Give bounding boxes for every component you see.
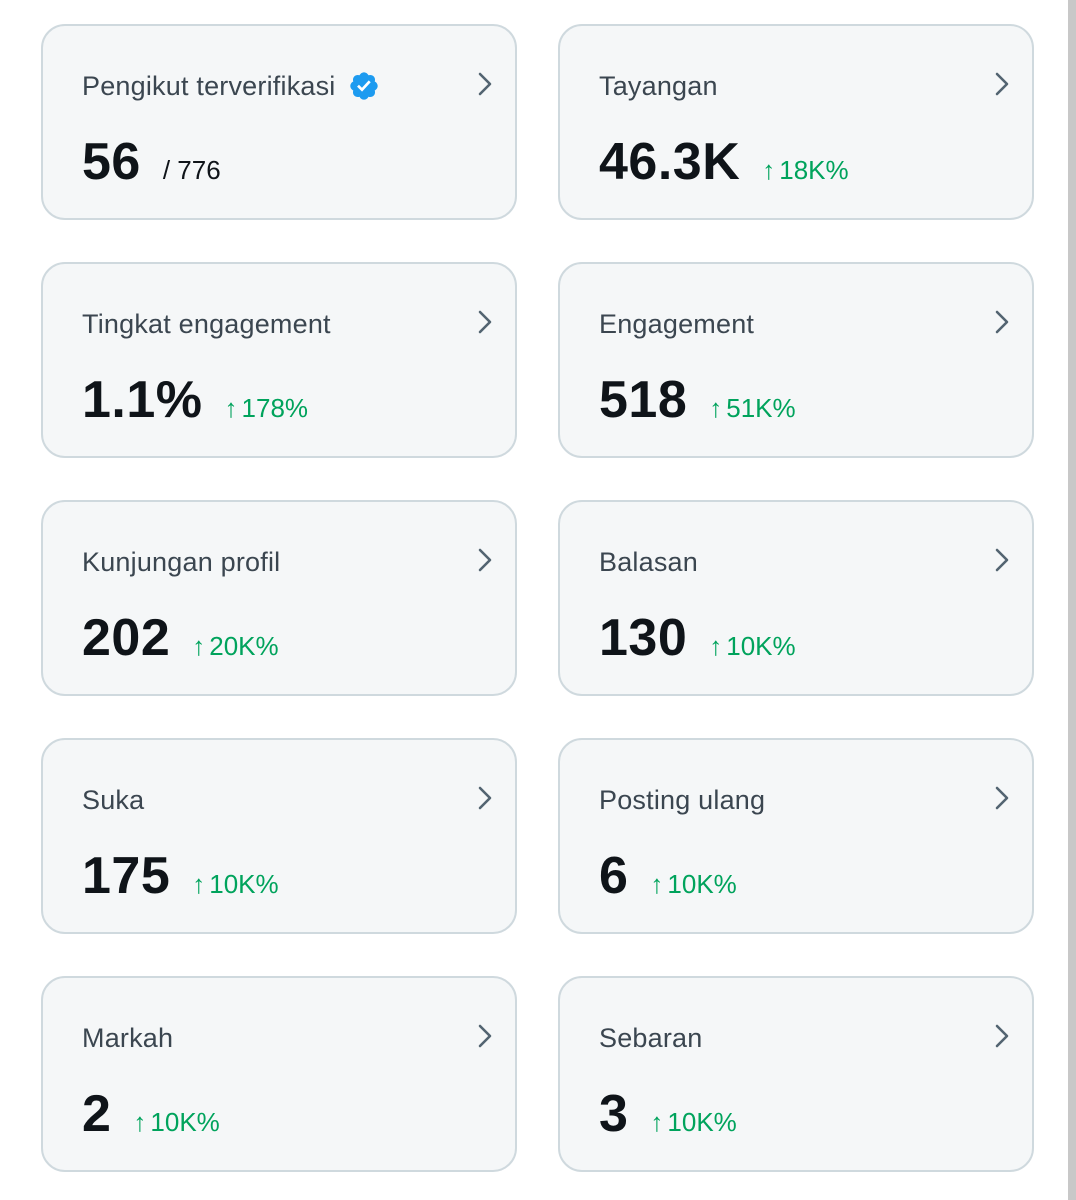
arrow-up-icon: ↑ <box>709 393 723 423</box>
card-value: 130 <box>599 609 688 667</box>
card-title: Kunjungan profil <box>82 546 281 577</box>
card-value: 518 <box>599 371 688 429</box>
change-value: 10K% <box>667 1107 737 1137</box>
card-value: 202 <box>82 609 171 667</box>
card-value: 3 <box>599 1085 629 1143</box>
card-value-row: 202 ↑ 20K% <box>82 608 279 668</box>
card-title-row: Balasan <box>599 544 698 580</box>
card-title: Sebaran <box>599 1022 703 1053</box>
arrow-up-icon: ↑ <box>709 631 723 661</box>
card-value-row: 130 ↑ 10K% <box>599 608 796 668</box>
chevron-right-icon <box>995 1024 1009 1048</box>
card-verified-followers[interactable]: Pengikut terverifikasi 56 / 776 <box>41 24 517 220</box>
arrow-up-icon: ↑ <box>192 631 206 661</box>
card-title: Suka <box>82 784 145 815</box>
card-value: 1.1% <box>82 371 203 429</box>
change-value: 18K% <box>779 155 849 185</box>
change-indicator: ↑ 10K% <box>650 1107 736 1138</box>
arrow-up-icon: ↑ <box>192 869 206 899</box>
card-value-row: 56 / 776 <box>82 132 221 192</box>
scrollbar[interactable] <box>1068 0 1076 1200</box>
card-replies[interactable]: Balasan 130 ↑ 10K% <box>558 500 1034 696</box>
chevron-right-icon <box>478 1024 492 1048</box>
card-value: 56 <box>82 133 141 191</box>
card-value-row: 2 ↑ 10K% <box>82 1084 220 1144</box>
card-total: / 776 <box>162 155 221 185</box>
change-value: 10K% <box>209 869 279 899</box>
card-reposts[interactable]: Posting ulang 6 ↑ 10K% <box>558 738 1034 934</box>
card-value-row: 1.1% ↑ 178% <box>82 370 308 430</box>
card-value-row: 6 ↑ 10K% <box>599 846 737 906</box>
card-title-row: Tayangan <box>599 68 718 104</box>
change-value: 10K% <box>726 631 796 661</box>
card-shares[interactable]: Sebaran 3 ↑ 10K% <box>558 976 1034 1172</box>
change-value: 51K% <box>726 393 796 423</box>
chevron-right-icon <box>995 786 1009 810</box>
card-title: Engagement <box>599 308 755 339</box>
card-title: Markah <box>82 1022 174 1053</box>
arrow-up-icon: ↑ <box>224 393 238 423</box>
change-indicator: ↑ 10K% <box>192 869 278 900</box>
card-title: Tingkat engagement <box>82 308 331 339</box>
card-value-row: 175 ↑ 10K% <box>82 846 279 906</box>
card-bookmarks[interactable]: Markah 2 ↑ 10K% <box>41 976 517 1172</box>
card-value: 46.3K <box>599 133 741 191</box>
change-value: 10K% <box>667 869 737 899</box>
chevron-right-icon <box>478 548 492 572</box>
change-indicator: ↑ 51K% <box>709 393 795 424</box>
card-title-row: Posting ulang <box>599 782 765 818</box>
card-title-row: Pengikut terverifikasi <box>82 68 380 104</box>
card-value: 175 <box>82 847 171 905</box>
chevron-right-icon <box>478 786 492 810</box>
arrow-up-icon: ↑ <box>650 869 664 899</box>
card-engagements[interactable]: Engagement 518 ↑ 51K% <box>558 262 1034 458</box>
card-value-row: 46.3K ↑ 18K% <box>599 132 849 192</box>
card-title-row: Markah <box>82 1020 173 1056</box>
arrow-up-icon: ↑ <box>762 155 776 185</box>
change-value: 10K% <box>150 1107 220 1137</box>
chevron-right-icon <box>478 310 492 334</box>
card-value-row: 3 ↑ 10K% <box>599 1084 737 1144</box>
change-value: 178% <box>241 393 309 423</box>
card-value: 6 <box>599 847 629 905</box>
card-impressions[interactable]: Tayangan 46.3K ↑ 18K% <box>558 24 1034 220</box>
change-value: 20K% <box>209 631 279 661</box>
card-value: 2 <box>82 1085 112 1143</box>
card-engagement-rate[interactable]: Tingkat engagement 1.1% ↑ 178% <box>41 262 517 458</box>
card-title: Balasan <box>599 546 698 577</box>
change-indicator: ↑ 178% <box>225 393 309 424</box>
card-title-row: Suka <box>82 782 144 818</box>
card-title-row: Kunjungan profil <box>82 544 280 580</box>
change-indicator: ↑ 10K% <box>709 631 795 662</box>
card-title-row: Sebaran <box>599 1020 702 1056</box>
chevron-right-icon <box>995 548 1009 572</box>
card-profile-visits[interactable]: Kunjungan profil 202 ↑ 20K% <box>41 500 517 696</box>
chevron-right-icon <box>995 310 1009 334</box>
change-indicator: ↑ 18K% <box>762 155 848 186</box>
card-title: Pengikut terverifikasi <box>82 70 336 101</box>
arrow-up-icon: ↑ <box>650 1107 664 1137</box>
change-indicator: ↑ 20K% <box>192 631 278 662</box>
change-indicator: ↑ 10K% <box>133 1107 219 1138</box>
card-likes[interactable]: Suka 175 ↑ 10K% <box>41 738 517 934</box>
card-title: Posting ulang <box>599 784 766 815</box>
card-title-row: Engagement <box>599 306 754 342</box>
card-value-row: 518 ↑ 51K% <box>599 370 796 430</box>
change-indicator: ↑ 10K% <box>650 869 736 900</box>
arrow-up-icon: ↑ <box>133 1107 147 1137</box>
chevron-right-icon <box>995 72 1009 96</box>
card-title: Tayangan <box>599 70 718 101</box>
verified-badge-icon <box>349 72 378 100</box>
card-title-row: Tingkat engagement <box>82 306 331 342</box>
chevron-right-icon <box>478 72 492 96</box>
